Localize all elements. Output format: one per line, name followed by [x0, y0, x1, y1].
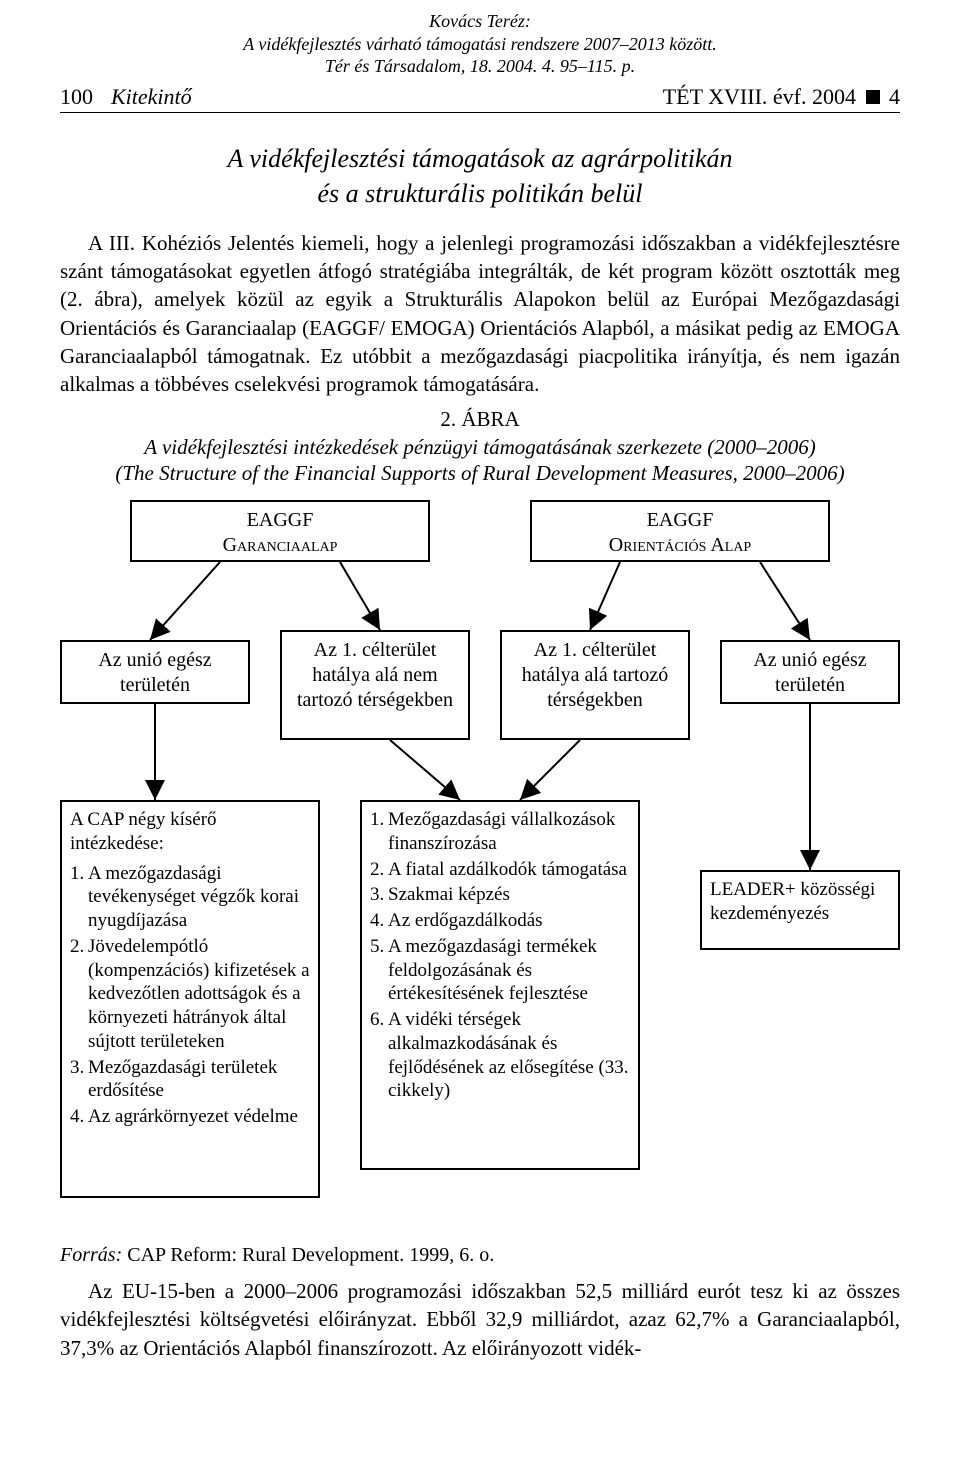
journal-ref: TÉT XVIII. évf. 2004 4 [663, 84, 900, 109]
node-bottom-mid: 1.Mezőgazdasági vállalkozások finanszíro… [360, 800, 640, 1170]
node-bottom-left: A CAP négy kísérő intézkedése:1.A mezőga… [60, 800, 320, 1198]
page: Kovács Teréz: A vidékfejlesztés várható … [0, 0, 960, 1406]
body-paragraph-1: A III. Kohéziós Jelentés kiemeli, hogy a… [60, 229, 900, 399]
subtitle-line2: és a strukturális politikán belül [60, 176, 900, 211]
square-icon [866, 90, 880, 104]
source-label: Forrás: [60, 1244, 122, 1266]
source-text: CAP Reform: Rural Development. 1999, 6. … [127, 1244, 494, 1266]
header-left: 100 Kitekintő [60, 84, 192, 110]
citation-author: Kovács Teréz: [60, 10, 900, 33]
page-number: 100 [60, 84, 93, 110]
node-top-left-line2: Garanciaalap [140, 533, 420, 558]
figure-source: Forrás: CAP Reform: Rural Development. 1… [60, 1244, 900, 1267]
subtitle-line1: A vidékfejlesztési támogatások az agrárp… [60, 141, 900, 176]
flowchart-diagram: EAGGF Garanciaalap EAGGF Orientációs Ala… [60, 500, 900, 1230]
figure-label: 2. ÁBRA [60, 407, 900, 432]
node-eaggf-orient: EAGGF Orientációs Alap [530, 500, 830, 562]
node-bottom-right: LEADER+ közösségi kezdeményezés [700, 870, 900, 950]
node-mid-c: Az 1. célterület hatálya alá tartozó tér… [500, 630, 690, 740]
header-right: TÉT XVIII. évf. 2004 4 [663, 84, 900, 110]
node-top-right-line2: Orientációs Alap [540, 533, 820, 558]
node-mid-a: Az unió egész területén [60, 640, 250, 704]
node-eaggf-garancia: EAGGF Garanciaalap [130, 500, 430, 562]
citation-block: Kovács Teréz: A vidékfejlesztés várható … [60, 10, 900, 78]
citation-journal: Tér és Társadalom, 18. 2004. 4. 95–115. … [60, 55, 900, 78]
node-top-right-line1: EAGGF [540, 508, 820, 533]
node-top-left-line1: EAGGF [140, 508, 420, 533]
figure-title-english: (The Structure of the Financial Supports… [60, 461, 900, 486]
running-header: 100 Kitekintő TÉT XVIII. évf. 2004 4 [60, 84, 900, 113]
section-name: Kitekintő [111, 84, 192, 110]
node-mid-b: Az 1. célterület hatálya alá nem tartozó… [280, 630, 470, 740]
figure-title-hungarian: A vidékfejlesztési intézkedések pénzügyi… [60, 434, 900, 461]
article-subtitle: A vidékfejlesztési támogatások az agrárp… [60, 141, 900, 211]
body-paragraph-2: Az EU-15-ben a 2000–2006 programozási id… [60, 1277, 900, 1362]
citation-title: A vidékfejlesztés várható támogatási ren… [60, 33, 900, 56]
node-mid-d: Az unió egész területén [720, 640, 900, 704]
